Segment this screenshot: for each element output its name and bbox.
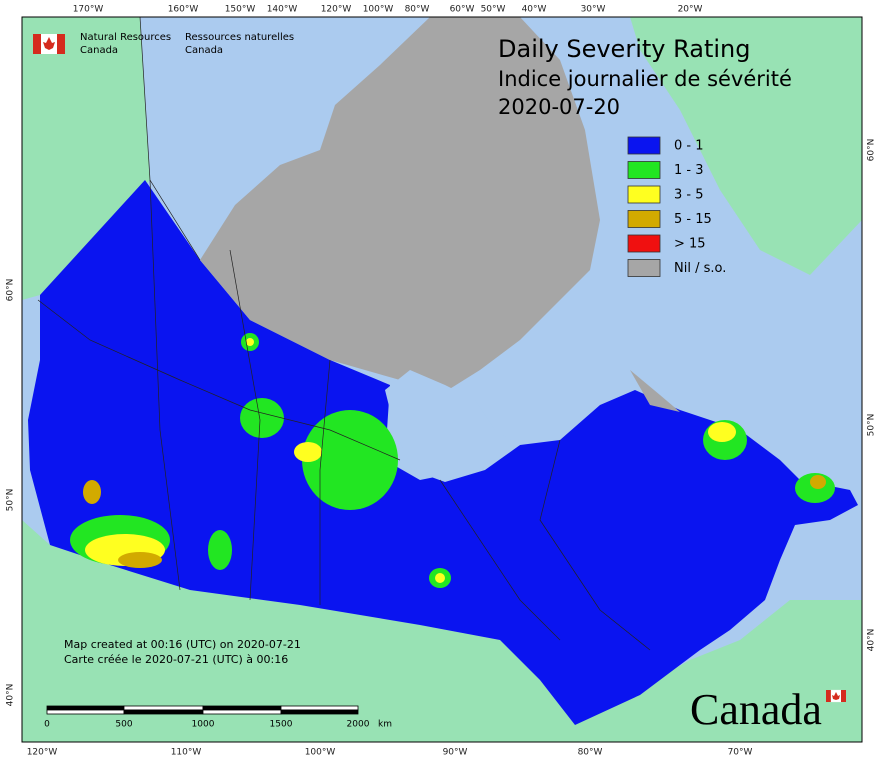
scale-segment [280,705,359,711]
latitude-label: 40°N [867,629,877,652]
alaska [22,17,150,300]
legend-label: 0 - 1 [674,139,704,154]
latitude-label: 60°N [867,139,877,162]
longitude-label: 100°W [305,748,336,758]
longitude-label: 50°W [481,5,506,15]
fire-patch [118,552,162,568]
labrador-no-data [630,370,680,412]
longitude-label: 120°W [27,748,58,758]
scale-segment [46,709,125,715]
scale-segment [202,705,282,711]
canada-fire-zone [28,180,858,725]
fire-patch [302,410,398,510]
fire-patch [83,480,101,504]
legend-label: > 15 [674,237,706,252]
fire-patch [708,422,736,442]
wordmark-flag [826,689,846,703]
borders [37,17,651,651]
agency-fr: Ressources naturelles [185,32,294,43]
legend-swatch [627,234,661,253]
hudson-bay [385,370,520,482]
longitude-label: 70°W [728,748,753,758]
longitude-label: 60°W [450,5,475,15]
legend-label: 1 - 3 [674,163,704,178]
legend-swatch [627,161,661,179]
longitude-label: 20°W [678,5,703,15]
legend-label: 3 - 5 [674,188,704,203]
agency-fr: Canada [185,45,223,56]
scale-label: 1500 [270,720,293,730]
scale-segment [202,709,282,715]
scale-label: 500 [115,720,132,730]
legend-swatch [627,185,661,204]
longitude-label: 30°W [581,5,606,15]
map [22,17,862,742]
agency-en: Canada [80,45,118,56]
credit: Map created at 00:16 (UTC) on 2020-07-21 [64,638,301,651]
latitude-label: 60°N [6,279,16,302]
scale-segment [46,705,125,711]
longitude-label: 80°W [578,748,603,758]
scale-label: 2000 [347,720,370,730]
arctic-no-data [200,17,600,395]
scale-segment [123,709,204,715]
fire-patch [240,398,284,438]
scale-unit: km [378,720,392,730]
credit: Carte créée le 2020-07-21 (UTC) à 00:16 [64,653,288,666]
legend-label: 5 - 15 [674,212,712,227]
fire-patch [435,573,445,583]
fire-patch [246,338,254,346]
scale-label: 1000 [192,720,215,730]
latitude-label: 50°N [6,489,16,512]
longitude-label: 110°W [171,748,202,758]
latitude-label: 50°N [867,414,877,437]
nrcan-flag [33,34,65,54]
longitude-label: 100°W [363,5,394,15]
legend-swatch [627,259,661,277]
longitude-label: 160°W [168,5,199,15]
longitude-label: 90°W [443,748,468,758]
scale-label: 0 [44,720,50,730]
legend-label: Nil / s.o. [674,261,726,276]
title: Daily Severity Rating [498,35,750,63]
wordmark: Canada [690,685,822,734]
date: 2020-07-20 [498,95,620,119]
longitude-label: 150°W [225,5,256,15]
longitude-label: 170°W [73,5,104,15]
scale-segment [123,705,204,711]
agency-en: Natural Resources [80,32,171,43]
fire-patch [810,475,826,489]
map-frame [21,16,863,743]
scale-segment [280,709,359,715]
longitude-label: 120°W [321,5,352,15]
longitude-label: 80°W [405,5,430,15]
united-states [22,520,862,742]
legend-swatch [627,136,661,155]
fire-patch [208,530,232,570]
greenland [630,17,862,275]
longitude-label: 40°W [522,5,547,15]
fire-patch [294,442,322,462]
subtitle: Indice journalier de sévérité [498,67,792,91]
legend-swatch [627,210,661,228]
latitude-label: 40°N [6,684,16,707]
longitude-label: 140°W [267,5,298,15]
